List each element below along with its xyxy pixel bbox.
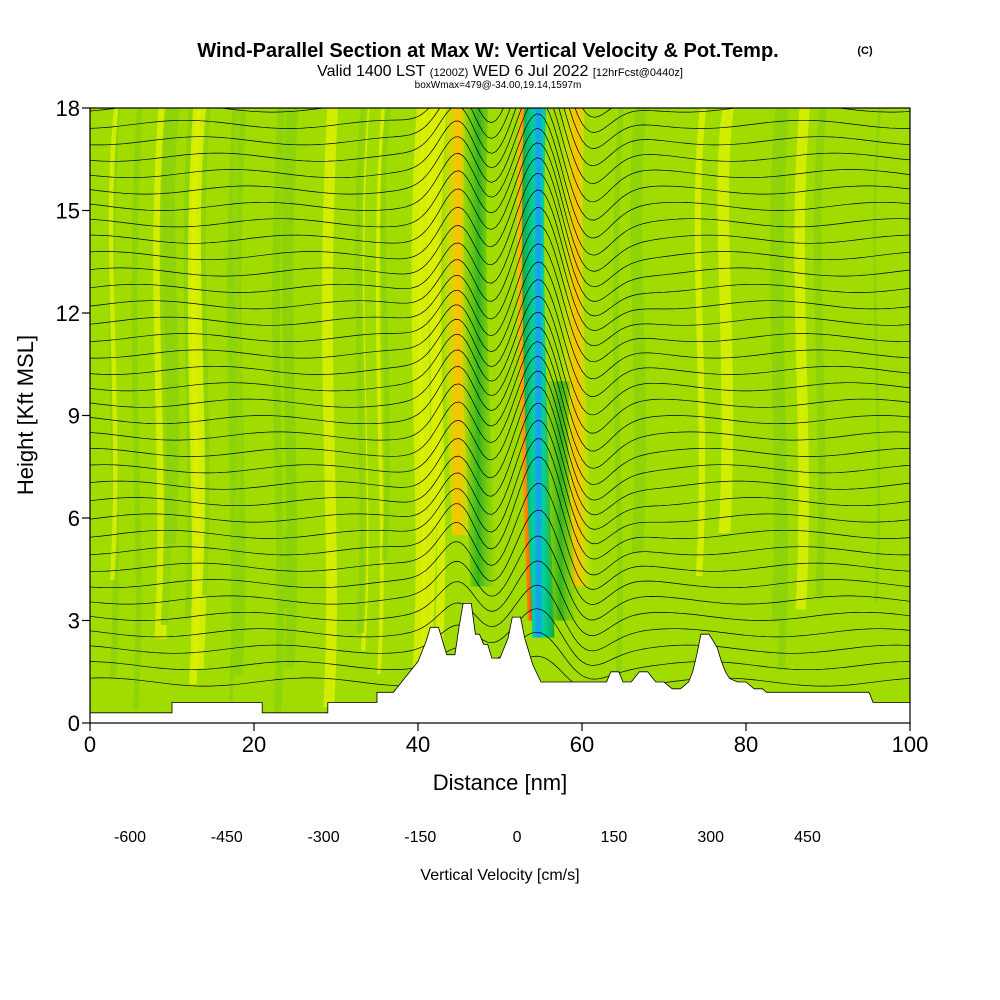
isentrope-contours [90, 108, 910, 693]
isentrope-line [90, 108, 910, 184]
isentrope-line [90, 402, 910, 530]
isentrope-line [90, 296, 910, 416]
field-background [90, 108, 910, 723]
forecast-tag: [12hrFcst@0440z] [593, 67, 683, 79]
isentrope-line [90, 142, 910, 272]
x-tick-label: 80 [734, 732, 758, 757]
velocity-streak [375, 108, 385, 675]
valid-time-line: Valid 1400 LST (1200Z) WED 6 Jul 2022 [1… [317, 63, 683, 80]
colorbar-tick-label: -600 [114, 829, 146, 846]
isentrope-line [90, 261, 910, 380]
isentrope-line [90, 420, 910, 545]
velocity-streak [873, 108, 882, 603]
velocity-streak [200, 108, 211, 596]
isentrope-line [90, 173, 910, 302]
plot-area: 0 20 40 60 80 100 0 3 6 9 12 15 18 Distance [nm] He… [13, 96, 928, 795]
colorbar-tick-label: -450 [211, 829, 243, 846]
isentrope-line [90, 608, 910, 666]
box-info: boxWmax=479@-34.00,19.14,1597m [415, 80, 582, 91]
isentrope-line [90, 108, 910, 149]
isentrope-line [90, 311, 910, 434]
y-tick-label: 18 [56, 96, 80, 121]
isentrope-line [90, 108, 910, 167]
velocity-streak [794, 108, 810, 610]
velocity-streak [272, 108, 286, 714]
velocity-streak [380, 108, 391, 561]
velocity-streak [322, 108, 339, 708]
velocity-streak [131, 108, 143, 710]
isentrope-line [90, 535, 910, 621]
isentrope-line [90, 456, 910, 576]
x-axis: 0 20 40 60 80 100 [84, 723, 928, 757]
colorbar: -600 -450 -300 -150 0 150 300 450 Vertical Velo… [114, 829, 821, 884]
velocity-streak [355, 108, 368, 634]
copyright-mark: (C) [857, 45, 873, 57]
velocity-streak [108, 108, 119, 580]
isentrope-line [90, 243, 910, 363]
x-tick-label: 60 [570, 732, 594, 757]
y-tick-label: 0 [68, 711, 80, 736]
isentrope-line [90, 225, 910, 347]
x-tick-label: 100 [892, 732, 929, 757]
colorbar-tick-label: 150 [601, 829, 628, 846]
velocity-streak [630, 108, 648, 553]
valid-date: WED 6 Jul 2022 [473, 63, 589, 80]
velocity-streak [717, 108, 735, 533]
isentrope-line [90, 279, 910, 397]
isentrope-line [90, 108, 910, 133]
terrain-mask [90, 603, 910, 723]
isentrope-line [90, 509, 910, 605]
colorbar-tick-label: 450 [794, 829, 821, 846]
y-tick-label: 6 [68, 506, 80, 531]
velocity-streak [770, 108, 787, 622]
colorbar-tick-label: 0 [513, 829, 522, 846]
isentrope-line [90, 341, 910, 469]
velocity-streak [813, 108, 827, 600]
isentrope-line [90, 584, 910, 652]
isentrope-line [90, 483, 910, 590]
colorbar-tick-label: -150 [404, 829, 436, 846]
y-tick-label: 9 [68, 404, 80, 429]
x-tick-label: 0 [84, 732, 96, 757]
colorbar-title: Vertical Velocity [cm/s] [420, 867, 579, 884]
velocity-streak [428, 108, 438, 631]
colorbar-tick-label: -300 [308, 829, 340, 846]
x-axis-title: Distance [nm] [433, 770, 568, 795]
isentrope-line [90, 127, 910, 256]
isentrope-line [90, 207, 910, 331]
isentrope-line [90, 355, 910, 486]
colorbar-ticks: -600 -450 -300 -150 0 150 300 450 [114, 829, 821, 846]
x-tick-label: 40 [406, 732, 430, 757]
velocity-streak [411, 108, 427, 669]
y-axis-title: Height [Kft MSL] [13, 335, 38, 495]
velocity-streak [191, 108, 208, 669]
isentrope-line [90, 189, 910, 317]
title-block: Wind-Parallel Section at Max W: Vertical… [197, 40, 873, 91]
isentrope-line [90, 631, 910, 680]
colorbar-tick-label: 300 [697, 829, 724, 846]
y-tick-label: 15 [56, 199, 80, 224]
isentrope-line [90, 438, 910, 560]
isentrope-line [90, 386, 910, 516]
velocity-feature [542, 381, 579, 621]
isentrope-line [90, 113, 910, 239]
valid-zulu: (1200Z) [430, 67, 469, 79]
isentrope-line [90, 560, 910, 636]
velocity-streak [227, 108, 236, 719]
isentrope-line [90, 108, 910, 203]
valid-prefix: Valid 1400 LST [317, 63, 425, 80]
chart-title: Wind-Parallel Section at Max W: Vertical… [197, 40, 778, 62]
isentrope-line [90, 370, 910, 501]
y-axis: 0 3 6 9 12 15 18 [56, 96, 90, 736]
velocity-streak [159, 108, 172, 626]
isentrope-line [90, 157, 910, 288]
y-tick-label: 12 [56, 301, 80, 326]
y-tick-label: 3 [68, 609, 80, 634]
velocity-field-features [441, 108, 593, 638]
isentrope-line [90, 108, 910, 221]
isentrope-line [90, 326, 910, 452]
x-tick-label: 20 [242, 732, 266, 757]
velocity-feature [560, 108, 593, 587]
